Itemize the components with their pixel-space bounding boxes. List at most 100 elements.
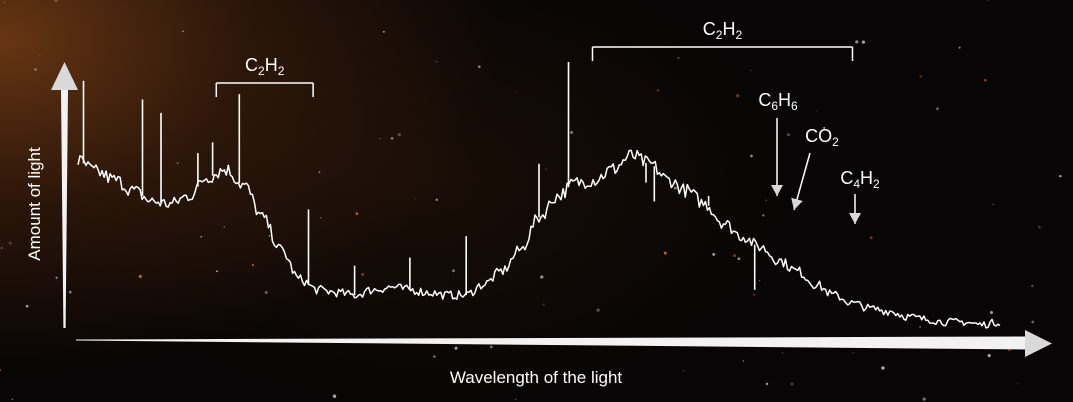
star bbox=[30, 187, 34, 191]
star bbox=[355, 212, 359, 215]
y-axis-arrowhead bbox=[51, 62, 78, 90]
star bbox=[750, 154, 753, 158]
star bbox=[733, 254, 736, 258]
star bbox=[656, 89, 660, 92]
star bbox=[673, 186, 677, 190]
star bbox=[68, 290, 72, 294]
molecule-label-part: 2 bbox=[873, 177, 880, 191]
star bbox=[319, 216, 322, 219]
star bbox=[958, 46, 961, 49]
molecule-label: C4H2 bbox=[840, 168, 880, 191]
star bbox=[34, 67, 38, 71]
star bbox=[138, 274, 142, 279]
star bbox=[223, 226, 225, 228]
molecule-label-part: 6 bbox=[771, 99, 778, 113]
star bbox=[992, 203, 994, 206]
star bbox=[414, 198, 416, 200]
star bbox=[742, 360, 745, 362]
star bbox=[433, 355, 436, 358]
star bbox=[790, 382, 794, 386]
x-axis-arrowhead bbox=[1025, 330, 1052, 357]
star bbox=[515, 90, 517, 92]
molecule-label: C2H2 bbox=[703, 19, 743, 42]
star bbox=[987, 0, 989, 2]
molecule-label-part: H bbox=[860, 168, 873, 188]
star bbox=[55, 276, 58, 279]
star bbox=[987, 354, 991, 358]
star bbox=[397, 133, 401, 137]
star bbox=[454, 346, 458, 350]
star bbox=[435, 198, 438, 201]
star bbox=[542, 303, 545, 306]
star bbox=[3, 1, 6, 4]
y-axis-label: Amount of light bbox=[25, 147, 44, 261]
star bbox=[781, 352, 784, 354]
star bbox=[855, 40, 859, 44]
star bbox=[251, 264, 254, 267]
star bbox=[762, 214, 765, 217]
molecule-label-part: 2 bbox=[832, 135, 839, 149]
star bbox=[737, 257, 741, 261]
star bbox=[361, 272, 365, 277]
star bbox=[264, 290, 268, 295]
star bbox=[787, 133, 790, 137]
molecule-label: CO2 bbox=[805, 126, 839, 149]
star bbox=[540, 275, 544, 279]
star bbox=[752, 293, 756, 297]
star bbox=[25, 305, 29, 308]
molecule-label: C2H2 bbox=[245, 55, 285, 78]
star bbox=[765, 382, 769, 386]
star bbox=[182, 30, 184, 33]
molecule-label-part: H bbox=[778, 90, 791, 110]
star bbox=[515, 398, 517, 401]
star bbox=[1038, 225, 1041, 229]
star bbox=[490, 345, 493, 349]
star bbox=[922, 397, 926, 401]
star bbox=[452, 269, 455, 273]
star bbox=[663, 251, 667, 255]
star bbox=[1017, 383, 1019, 385]
star bbox=[919, 326, 922, 328]
star bbox=[382, 30, 385, 33]
molecule-label-part: 6 bbox=[791, 99, 798, 113]
star bbox=[677, 56, 680, 60]
star bbox=[765, 199, 767, 201]
star bbox=[750, 69, 752, 72]
x-axis-label: Wavelength of the light bbox=[450, 368, 623, 387]
star bbox=[477, 65, 481, 69]
molecule-label-part: C bbox=[840, 168, 853, 188]
molecule-label-part: 2 bbox=[258, 64, 265, 78]
star bbox=[8, 241, 12, 245]
star bbox=[851, 352, 854, 354]
molecule-label-part: 2 bbox=[735, 28, 742, 42]
star bbox=[268, 234, 271, 237]
molecule-label-part: 2 bbox=[716, 28, 723, 42]
star bbox=[712, 253, 716, 256]
molecule-label-part: 4 bbox=[853, 177, 860, 191]
star bbox=[682, 370, 685, 372]
star bbox=[54, 0, 58, 3]
molecule-label-part: C bbox=[703, 19, 716, 39]
star bbox=[0, 247, 3, 249]
molecule-label-part: 2 bbox=[278, 64, 285, 78]
star bbox=[816, 110, 818, 112]
star bbox=[736, 94, 740, 98]
molecule-label-part: H bbox=[265, 55, 278, 75]
y-axis bbox=[61, 90, 68, 328]
molecule-label-part: C bbox=[245, 55, 258, 75]
star bbox=[379, 137, 381, 140]
star bbox=[0, 369, 2, 372]
star bbox=[11, 398, 14, 401]
star bbox=[435, 61, 438, 63]
annotation-arrowhead bbox=[791, 197, 803, 210]
molecule-label: C6H6 bbox=[758, 90, 798, 113]
star bbox=[332, 394, 337, 398]
star bbox=[861, 40, 866, 44]
star bbox=[919, 75, 923, 78]
molecule-label-part: CO bbox=[805, 126, 832, 146]
star bbox=[176, 162, 179, 165]
